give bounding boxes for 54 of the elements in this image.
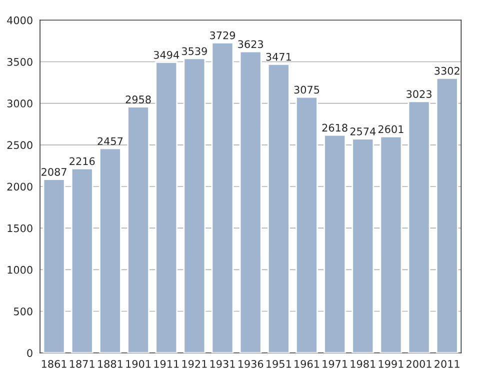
- x-tick-label: 1911: [154, 360, 179, 368]
- data-label: 3023: [406, 90, 432, 98]
- bar: [183, 58, 206, 353]
- x-tick-label: 1961: [294, 360, 320, 368]
- x-tick-label: 1901: [126, 360, 151, 368]
- y-tick-label: 3000: [7, 100, 32, 108]
- bar: [239, 50, 262, 353]
- y-tick-label: 2500: [7, 141, 32, 150]
- x-tick-label: 1871: [70, 360, 94, 368]
- data-label: 2958: [126, 96, 151, 104]
- y-tick-label: 3500: [7, 58, 32, 66]
- data-label: 2601: [378, 125, 404, 134]
- data-label: 2457: [98, 137, 123, 146]
- x-tick-label: 1921: [182, 360, 207, 368]
- data-label: 3075: [294, 86, 320, 94]
- data-label: 3729: [210, 31, 236, 40]
- x-tick-label: 2011: [434, 360, 460, 368]
- data-label: 3539: [182, 47, 207, 56]
- data-label: 2574: [350, 127, 376, 136]
- data-label: 3471: [266, 52, 291, 61]
- data-label: 2087: [42, 168, 66, 176]
- data-label: 2216: [70, 157, 95, 166]
- bar: [436, 78, 458, 353]
- bar: [211, 42, 234, 353]
- bar: [98, 148, 122, 353]
- x-tick-label: 2001: [406, 360, 432, 368]
- bar: [127, 106, 150, 353]
- y-tick-label: 1500: [8, 224, 32, 232]
- bar: [155, 62, 178, 353]
- y-tick-label: 500: [14, 307, 32, 316]
- y-tick-label: 4000: [7, 16, 32, 24]
- x-tick-label: 1951: [266, 360, 291, 368]
- bar: [324, 134, 346, 353]
- x-tick-label: 1971: [322, 360, 348, 368]
- y-tick-label: 1000: [8, 266, 32, 274]
- bar: [408, 100, 430, 353]
- bar: [267, 63, 290, 353]
- data-label: 3302: [434, 66, 460, 75]
- data-label: 3494: [154, 50, 180, 59]
- bar: [352, 138, 374, 353]
- x-tick-label: 1991: [378, 360, 404, 368]
- data-label: 3623: [238, 40, 264, 48]
- bar: [380, 136, 402, 353]
- bar: [296, 96, 318, 353]
- bar: [70, 168, 94, 353]
- x-tick-label: 1981: [350, 360, 376, 368]
- x-tick-label: 1931: [210, 360, 235, 368]
- y-tick-label: 0: [27, 349, 32, 357]
- y-tick-label: 2000: [7, 182, 32, 191]
- x-tick-label: 1881: [98, 360, 122, 368]
- x-tick-label: 1861: [42, 360, 66, 368]
- bar: [42, 178, 66, 353]
- data-label: 2618: [322, 124, 348, 132]
- x-tick-label: 1936: [238, 360, 264, 368]
